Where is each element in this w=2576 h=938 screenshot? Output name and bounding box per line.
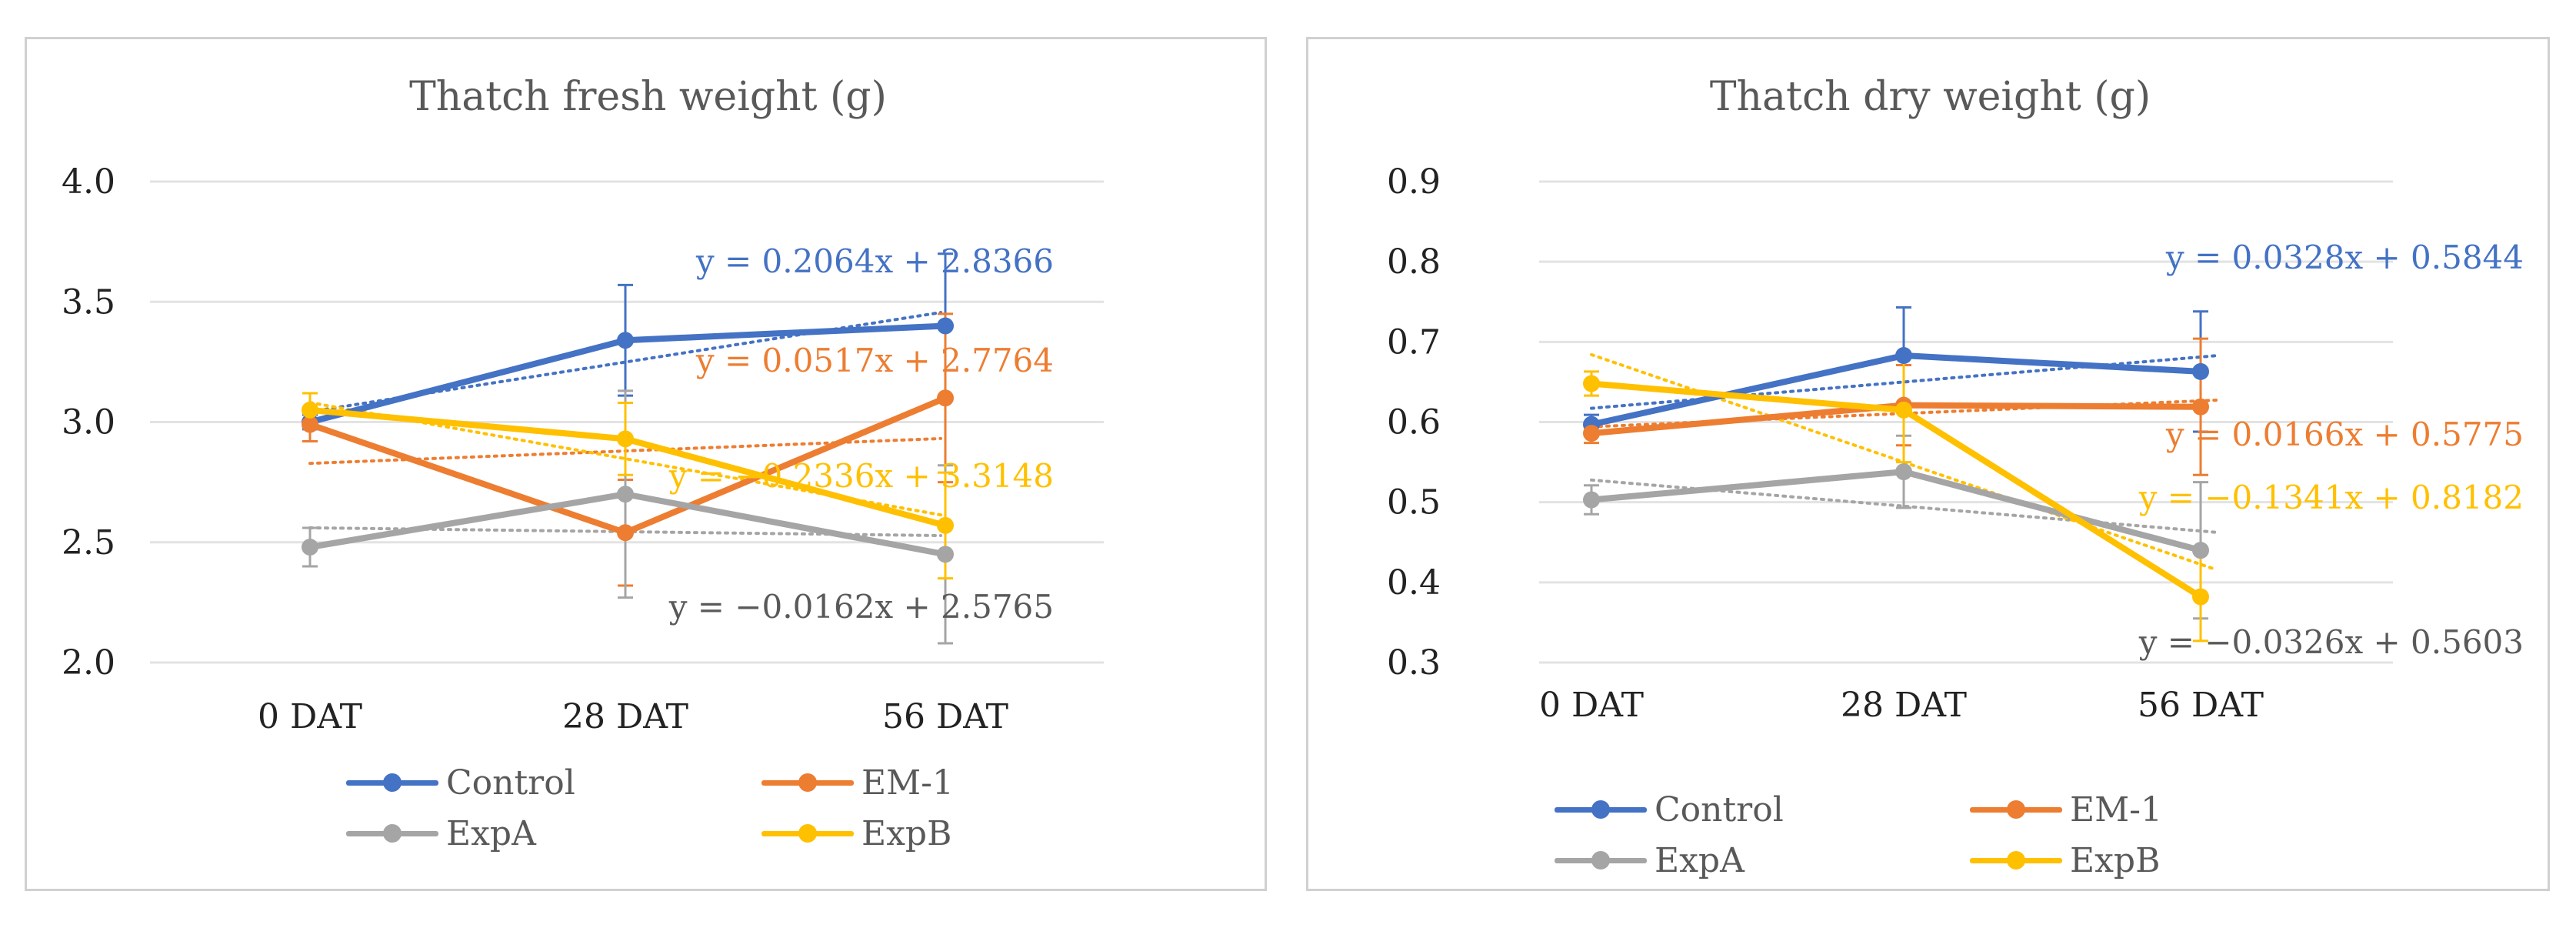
y-tick-label: 0.9: [1387, 162, 1441, 202]
legend-item-expb: ExpB: [761, 813, 1085, 853]
data-point-em1: [2192, 398, 2209, 416]
trendline-equation-control: y = 0.0328x + 0.5844: [2165, 239, 2524, 276]
chart-title: Thatch dry weight (g): [1710, 74, 2151, 120]
legend-swatch-expb: [761, 813, 854, 853]
y-tick-label: 2.0: [62, 643, 115, 683]
y-tick-label: 2.5: [62, 523, 115, 562]
trendline-expa: [1590, 478, 2218, 534]
legend-dry-weight: Control EM-1 ExpA ExpB: [1555, 789, 2293, 880]
legend-swatch-expb: [1970, 840, 2062, 880]
trendline-equation-expa: y = −0.0326x + 0.5603: [2138, 623, 2524, 661]
legend-swatch-em1: [1970, 789, 2062, 830]
y-tick-label: 4.0: [62, 162, 115, 202]
legend-item-expa: ExpA: [346, 813, 761, 853]
y-tick-label: 0.5: [1387, 483, 1441, 522]
y-tick-label: 0.4: [1387, 563, 1441, 603]
data-point-em1: [617, 524, 634, 542]
legend-label-em1: EM-1: [861, 763, 955, 803]
data-point-em1: [937, 389, 954, 407]
x-tick-label: 0 DAT: [1539, 686, 1644, 725]
legend-label-control: Control: [1655, 789, 1784, 830]
trendline-equation-control: y = 0.2064x + 2.8366: [695, 242, 1054, 280]
data-point-expa: [2192, 542, 2209, 559]
legend-label-expa: ExpA: [1655, 840, 1745, 880]
legend-label-expa: ExpA: [446, 813, 536, 853]
x-tick-label: 28 DAT: [1841, 686, 1967, 725]
x-tick-label: 56 DAT: [882, 697, 1008, 736]
legend-fresh-weight: Control EM-1 ExpA ExpB: [346, 763, 1085, 853]
legend-label-control: Control: [446, 763, 575, 803]
legend-swatch-expa: [1555, 840, 1647, 880]
trendline-equation-expb: y = −0.1341x + 0.8182: [2138, 479, 2524, 516]
legend-item-em1: EM-1: [761, 763, 1085, 803]
data-point-control: [2192, 362, 2209, 380]
data-point-expb: [617, 430, 634, 448]
legend-item-control: Control: [1555, 789, 1970, 830]
gridlines: [1539, 180, 2393, 664]
data-point-control: [617, 332, 634, 349]
data-point-expb: [1583, 375, 1600, 392]
chart-panel-fresh-weight: Thatch fresh weight (g) 2.0 2.5 3.0 3.5 4.0 0 …: [25, 37, 1267, 891]
legend-swatch-control: [346, 763, 438, 803]
data-point-em1: [302, 416, 318, 433]
trendline-equation-em1: y = 0.0166x + 0.5775: [2165, 416, 2524, 453]
data-point-expa: [1895, 463, 1912, 481]
chart-svg-dry-weight: Thatch dry weight (g) 0.3 0.4 0.5 0.6 0.7 0.8 0…: [1387, 74, 2524, 725]
legend-swatch-em1: [761, 763, 854, 803]
data-point-expb: [937, 516, 954, 534]
data-point-control: [1895, 347, 1912, 365]
chart-panel-dry-weight: Thatch dry weight (g) 0.3 0.4 0.5 0.6 0.7 0.8 0…: [1306, 37, 2550, 891]
data-point-expa: [937, 546, 954, 563]
error-bars-control: [1584, 306, 2208, 436]
x-tick-label: 0 DAT: [258, 697, 362, 736]
data-point-expa: [1583, 491, 1600, 509]
legend-item-control: Control: [346, 763, 761, 803]
y-tick-label: 0.3: [1387, 643, 1441, 683]
data-point-expb: [1895, 401, 1912, 419]
legend-item-expa: ExpA: [1555, 840, 1970, 880]
legend-swatch-expa: [346, 813, 438, 853]
data-point-control: [937, 317, 954, 335]
legend-item-expb: ExpB: [1970, 840, 2293, 880]
y-tick-label: 0.7: [1387, 322, 1441, 362]
y-tick-label: 3.5: [62, 282, 115, 322]
trendline-equation-expa: y = −0.0162x + 2.5765: [668, 588, 1054, 626]
legend-label-em1: EM-1: [2070, 789, 2163, 830]
legend-item-em1: EM-1: [1970, 789, 2293, 830]
trendline-equation-em1: y = 0.0517x + 2.7764: [695, 342, 1054, 379]
series-line-expa: [307, 491, 948, 558]
data-point-expb: [302, 401, 318, 419]
y-tick-label: 0.6: [1387, 403, 1441, 442]
data-point-expa: [617, 486, 634, 503]
data-point-em1: [1583, 425, 1600, 442]
y-tick-label: 0.8: [1387, 242, 1441, 282]
chart-svg-fresh-weight: Thatch fresh weight (g) 2.0 2.5 3.0 3.5 4.0 0 …: [62, 74, 1104, 736]
legend-swatch-control: [1555, 789, 1647, 830]
legend-label-expb: ExpB: [2070, 840, 2161, 880]
data-point-expb: [2192, 588, 2209, 606]
data-point-expa: [302, 539, 318, 556]
x-tick-label: 28 DAT: [562, 697, 688, 736]
trendline-equation-expb: y = −0.2336x + 3.3148: [668, 457, 1054, 495]
x-tick-label: 56 DAT: [2138, 686, 2264, 725]
chart-title: Thatch fresh weight (g): [409, 74, 887, 120]
legend-label-expb: ExpB: [861, 813, 952, 853]
y-tick-label: 3.0: [62, 403, 115, 442]
